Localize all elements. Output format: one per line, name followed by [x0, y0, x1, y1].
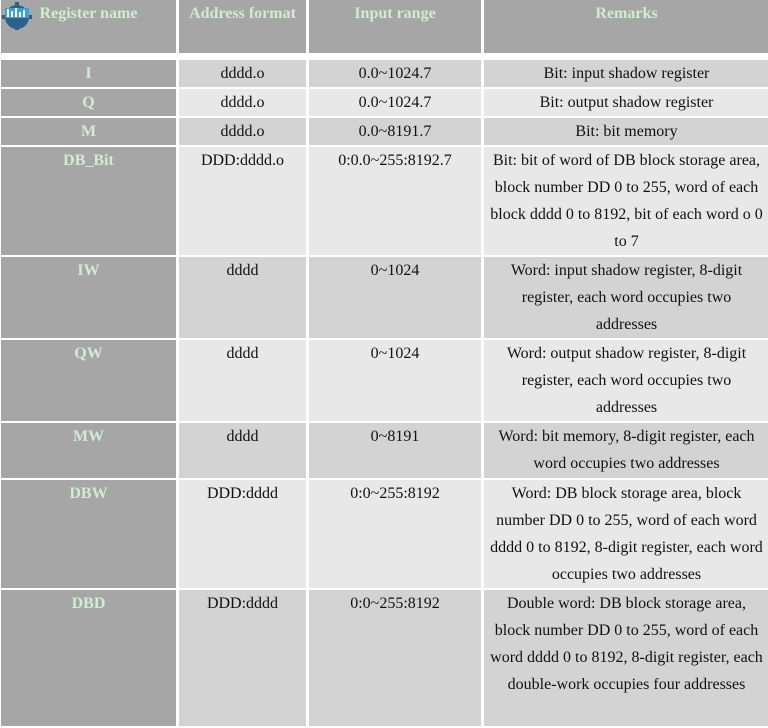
register-name-cell: DBD: [1, 590, 176, 726]
table-row: QW dddd 0~1024 Word: output shadow register…: [1, 340, 768, 421]
remarks-cell: Bit: input shadow register: [484, 60, 768, 87]
address-format-cell: dddd: [179, 423, 306, 478]
input-range-cell: 0:0~255:8192: [309, 590, 481, 726]
address-format-cell: dddd: [179, 340, 306, 421]
input-range-cell: 0:0.0~255:8192.7: [309, 147, 481, 255]
remarks-cell: Bit: bit memory: [484, 118, 768, 145]
register-name-cell: Q: [1, 89, 176, 116]
register-name-cell: DB_Bit: [1, 147, 176, 255]
register-name-cell: IW: [1, 257, 176, 338]
table-row: MW dddd 0~8191 Word: bit memory, 8-digit re…: [1, 423, 768, 478]
remarks-cell: Word: input shadow register, 8-digit reg…: [484, 257, 768, 338]
register-name-cell: I: [1, 60, 176, 87]
remarks-cell: Word: DB block storage area, block numbe…: [484, 480, 768, 588]
table-row: DB_Bit DDD:dddd.o 0:0.0~255:8192.7 Bit: bit…: [1, 147, 768, 255]
address-format-cell: DDD:dddd: [179, 480, 306, 588]
register-name-cell: DBW: [1, 480, 176, 588]
gear-logo-icon: [2, 2, 32, 30]
address-format-cell: dddd: [179, 257, 306, 338]
address-format-cell: dddd.o: [179, 89, 306, 116]
address-format-cell: DDD:dddd.o: [179, 147, 306, 255]
register-name-cell: MW: [1, 423, 176, 478]
input-range-cell: 0~1024: [309, 340, 481, 421]
register-name-cell: QW: [1, 340, 176, 421]
table-row: DBD DDD:dddd 0:0~255:8192 Double word: DB b…: [1, 590, 768, 726]
input-range-cell: 0~8191: [309, 423, 481, 478]
input-range-cell: 0.0~1024.7: [309, 60, 481, 87]
gap-cell: [1, 55, 768, 58]
remarks-cell: Word: output shadow register, 8-digit re…: [484, 340, 768, 421]
remarks-cell: Word: bit memory, 8-digit register, each…: [484, 423, 768, 478]
register-name-cell: M: [1, 118, 176, 145]
header-input-range: Input range: [309, 0, 481, 53]
remarks-cell: Double word: DB block storage area, bloc…: [484, 590, 768, 726]
address-format-cell: DDD:dddd: [179, 590, 306, 726]
table-row: IW dddd 0~1024 Word: input shadow register,…: [1, 257, 768, 338]
header-register-name: Register name: [1, 0, 176, 53]
remarks-cell: Bit: bit of word of DB block storage are…: [484, 147, 768, 255]
address-format-cell: dddd.o: [179, 118, 306, 145]
input-range-cell: 0.0~1024.7: [309, 89, 481, 116]
header-row: Register name Address format Input range…: [1, 0, 768, 53]
remarks-cell: Bit: output shadow register: [484, 89, 768, 116]
header-remarks: Remarks: [484, 0, 768, 53]
address-format-cell: dddd.o: [179, 60, 306, 87]
input-range-cell: 0.0~8191.7: [309, 118, 481, 145]
header-address-format: Address format: [179, 0, 306, 53]
input-range-cell: 0:0~255:8192: [309, 480, 481, 588]
input-range-cell: 0~1024: [309, 257, 481, 338]
table-row: DBW DDD:dddd 0:0~255:8192 Word: DB block st…: [1, 480, 768, 588]
header-gap: [1, 55, 768, 58]
